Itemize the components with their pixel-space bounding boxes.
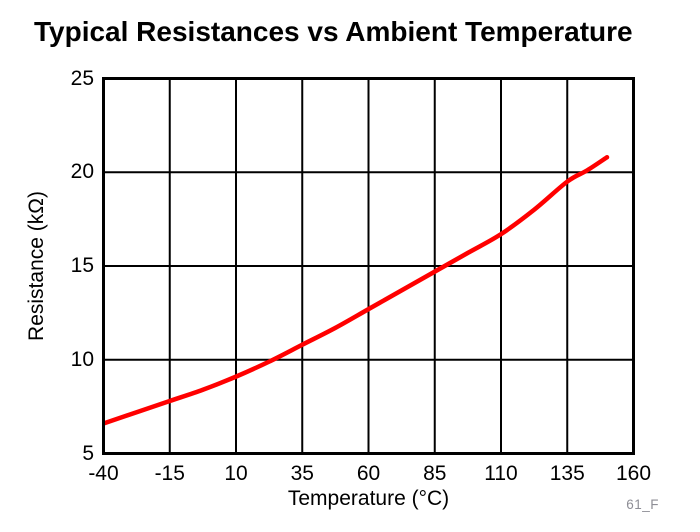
chart-title: Typical Resistances vs Ambient Temperatu… xyxy=(34,16,633,47)
x-tick-label: 135 xyxy=(549,462,585,485)
x-tick-label: 60 xyxy=(356,462,381,485)
x-tick-label: 35 xyxy=(290,462,314,485)
y-tick-label: 15 xyxy=(70,254,94,277)
y-tick-label: 20 xyxy=(70,160,94,184)
x-axis-label: Temperature (°C) xyxy=(287,487,450,510)
y-tick-label: 5 xyxy=(82,441,94,465)
chart-canvas xyxy=(102,77,635,455)
x-tick-label: -40 xyxy=(88,462,119,485)
figure-number: 61_F xyxy=(626,497,659,512)
plot-area xyxy=(102,77,635,455)
series-curve xyxy=(102,155,610,426)
x-tick-label: 110 xyxy=(484,462,518,485)
x-tick-label: 10 xyxy=(224,462,248,485)
plot-border xyxy=(102,77,635,455)
y-tick-label: 10 xyxy=(70,347,94,371)
x-tick-label: 85 xyxy=(423,462,447,485)
x-tick-label: -15 xyxy=(154,462,185,485)
x-tick-label: 160 xyxy=(615,462,652,485)
y-tick-label: 25 xyxy=(70,66,94,90)
